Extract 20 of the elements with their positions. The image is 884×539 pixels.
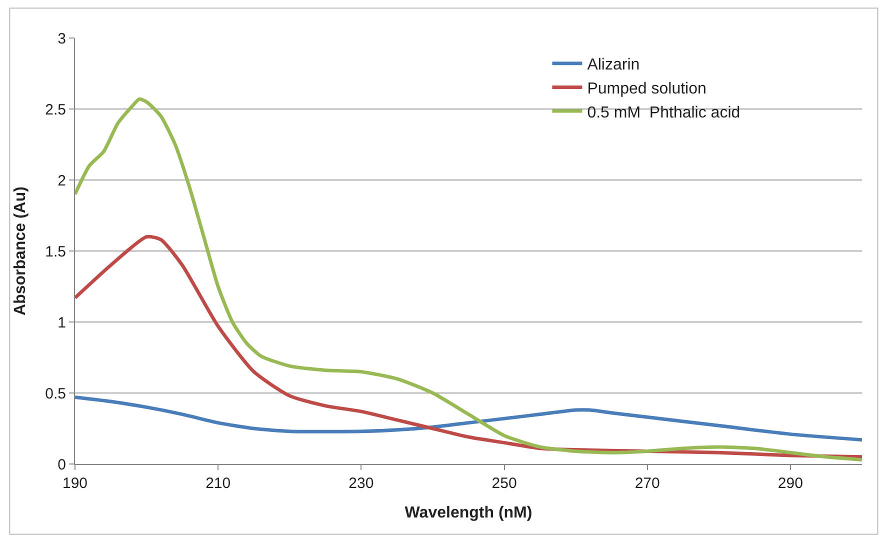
legend-label: Alizarin — [587, 56, 640, 74]
legend-label: Pumped solution — [587, 80, 706, 98]
x-tick-label: 290 — [778, 475, 803, 492]
y-tick-label: 0.5 — [45, 385, 66, 402]
x-tick-label: 190 — [62, 475, 88, 492]
y-tick-label: 0 — [58, 456, 66, 474]
y-tick-label: 2.5 — [45, 101, 66, 118]
y-tick-label: 1 — [58, 314, 66, 332]
line-series — [75, 396, 862, 442]
legend-label: 0.5 mM Phthalic acid — [587, 104, 740, 122]
y-tick-label: 3 — [58, 30, 66, 48]
y-axis-title: Absorbance (Au) — [12, 186, 30, 316]
x-tick-label: 210 — [206, 475, 231, 492]
x-tick-label: 230 — [348, 475, 374, 492]
x-tick-label: 250 — [492, 475, 517, 492]
x-tick-label: 270 — [634, 475, 660, 492]
y-tick-label: 1.5 — [45, 243, 66, 260]
x-axis-title: Wavelength (nM) — [404, 504, 532, 522]
line-series — [75, 97, 862, 462]
y-tick-label: 2 — [58, 172, 66, 190]
